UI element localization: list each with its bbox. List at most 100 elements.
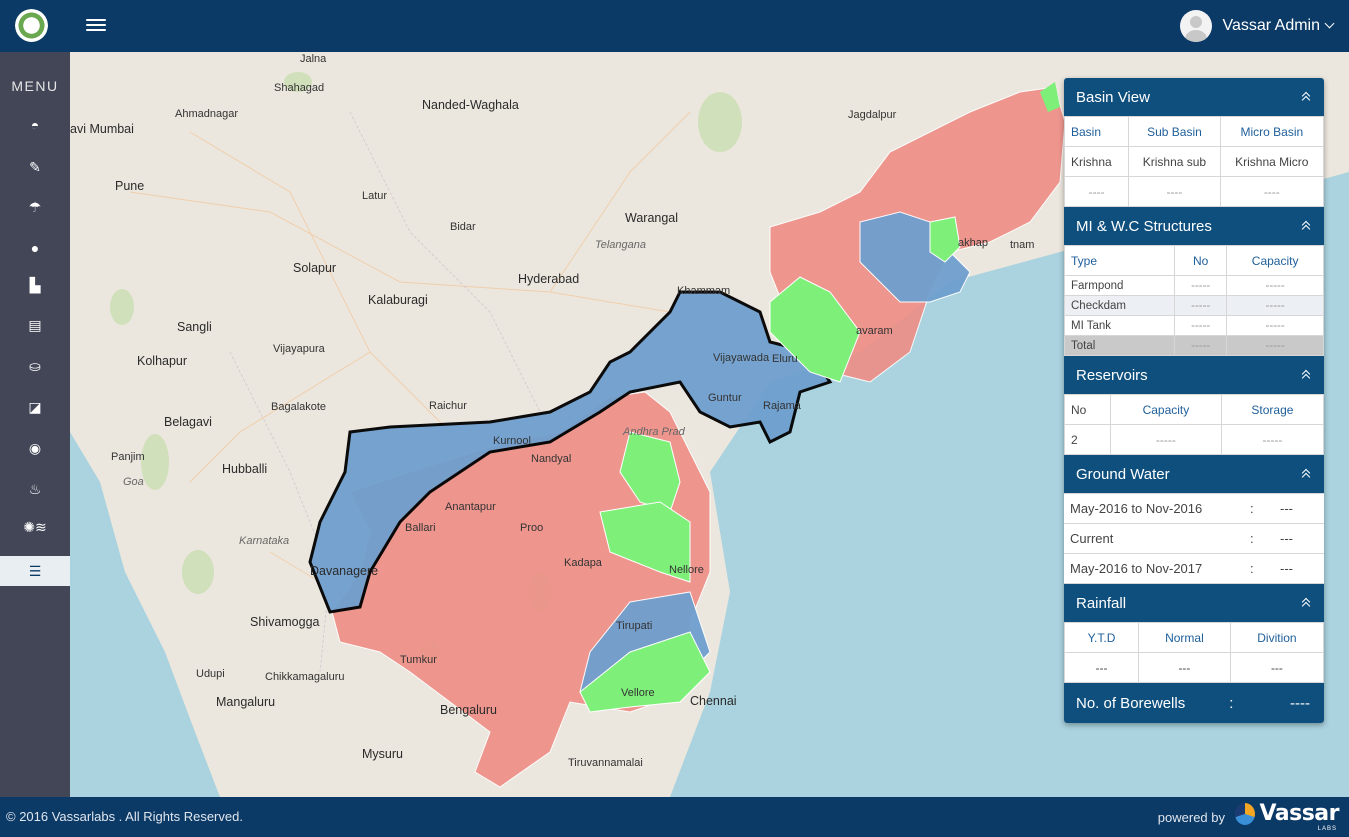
- table-cell: :: [1244, 553, 1274, 584]
- map-label: Andhra Prad: [623, 426, 685, 438]
- table-cell: Krishna sub: [1128, 146, 1221, 177]
- sidebar-item-edit[interactable]: ✎: [0, 152, 70, 182]
- map-label: Davanagere: [310, 564, 379, 578]
- sidebar-item-structure[interactable]: ▙: [0, 270, 70, 300]
- sidebar-item-canal[interactable]: ◪: [0, 392, 70, 422]
- table-header: No: [1174, 245, 1228, 276]
- map-label: Bagalakote: [271, 401, 327, 413]
- map-label: Kolhapur: [137, 354, 188, 368]
- sidebar-item-tank[interactable]: ▤: [0, 310, 70, 340]
- map-label: Latur: [362, 190, 388, 202]
- table-cell: May-2016 to Nov-2017: [1064, 553, 1244, 584]
- weather-icon: ✺≋: [23, 519, 47, 535]
- map-label: Chikkamagaluru: [265, 671, 345, 683]
- table-cell: ---: [1274, 553, 1324, 584]
- map-label: Vijayawada: [713, 352, 770, 364]
- map-label: Anantapur: [445, 501, 496, 513]
- sidebar-item-basin[interactable]: ◓: [0, 110, 70, 140]
- sidebar: MENU ◓ ✎ ☂ ● ▙ ▤ ⛀ ◪ ◉ ♨ ✺≋ ☰: [0, 52, 70, 797]
- map-label: Shahagad: [274, 82, 325, 94]
- table-cell: ---: [1064, 652, 1139, 683]
- basin-view-header[interactable]: Basin View: [1064, 78, 1324, 116]
- map-label: tnam: [1010, 239, 1035, 251]
- collapse-icon[interactable]: [1300, 220, 1312, 232]
- table-cell: MI Tank: [1064, 315, 1176, 336]
- canal-icon: ◪: [28, 399, 42, 415]
- info-panel: Basin View Basin Sub Basin Micro Basin K…: [1064, 78, 1324, 723]
- section-title: Reservoirs: [1076, 366, 1148, 384]
- sidebar-item-borewell[interactable]: ♨: [0, 474, 70, 504]
- map-label: Chennai: [690, 694, 737, 708]
- basin-view-table: Basin Sub Basin Micro Basin Krishna Kris…: [1064, 116, 1324, 207]
- map-label: avaram: [856, 325, 893, 337]
- map-label: Vijayapura: [273, 343, 325, 355]
- table-header: Capacity: [1226, 245, 1324, 276]
- map-label: Rajama: [763, 400, 801, 412]
- table-cell: ---: [1274, 493, 1324, 524]
- reservoirs-header[interactable]: Reservoirs: [1064, 356, 1324, 394]
- user-name[interactable]: Vassar Admin: [1222, 17, 1320, 34]
- table-cell: May-2016 to Nov-2016: [1064, 493, 1244, 524]
- table-cell: -----: [1174, 335, 1228, 356]
- collapse-icon[interactable]: [1300, 369, 1312, 381]
- top-bar: Vassar Admin: [0, 0, 1349, 52]
- mi-wc-table: Type No Capacity Farmpond ----- ----- Ch…: [1064, 245, 1324, 356]
- water-level-icon: ☰: [28, 563, 42, 579]
- chevron-down-icon[interactable]: [1324, 18, 1335, 29]
- tank-icon: ▤: [28, 317, 42, 333]
- map-label: Guntur: [708, 392, 742, 404]
- avatar[interactable]: [1180, 10, 1213, 42]
- sidebar-item-weather[interactable]: ✺≋: [0, 512, 70, 542]
- mi-wc-header[interactable]: MI & W.C Structures: [1064, 207, 1324, 245]
- rainfall-table: Y.T.D Normal Divition --- --- ---: [1064, 622, 1324, 683]
- rainfall-header[interactable]: Rainfall: [1064, 584, 1324, 622]
- map-label: Goa: [123, 476, 144, 488]
- map-label: Telangana: [595, 239, 646, 251]
- sidebar-item-reservoir[interactable]: ⛀: [0, 351, 70, 381]
- user-menu[interactable]: Vassar Admin: [1180, 10, 1335, 42]
- map-label: Tiruvannamalai: [568, 757, 643, 769]
- footer: © 2016 Vassarlabs . All Rights Reserved.…: [0, 797, 1349, 837]
- structure-icon: ▙: [29, 277, 41, 293]
- brand-name: Vassar: [1259, 801, 1339, 826]
- map-label: Raichur: [429, 400, 467, 412]
- map-label: Solapur: [293, 261, 337, 275]
- map-label: Khammam: [677, 285, 731, 297]
- borewells-value: ----: [1290, 694, 1310, 712]
- collapse-icon[interactable]: [1300, 468, 1312, 480]
- sidebar-item-groundwater[interactable]: ◉: [0, 433, 70, 463]
- map-label: Hubballi: [222, 462, 268, 476]
- table-header: Normal: [1138, 622, 1231, 653]
- map-label: Mysuru: [362, 747, 403, 761]
- table-header: No: [1064, 394, 1111, 425]
- map-label: Nandyal: [531, 453, 572, 465]
- map-label: Mangaluru: [216, 695, 276, 709]
- section-title: MI & W.C Structures: [1076, 217, 1212, 235]
- table-header: Y.T.D: [1064, 622, 1139, 653]
- table-cell: ----: [1064, 176, 1130, 207]
- map-label: Proo: [520, 522, 544, 534]
- table-cell: -----: [1226, 295, 1324, 316]
- map-label: Udupi: [196, 668, 225, 680]
- map-label: Jalna: [300, 53, 327, 65]
- map-label: Kalaburagi: [368, 293, 428, 307]
- map-label: Kurnool: [493, 435, 531, 447]
- sidebar-item-water[interactable]: ●: [0, 233, 70, 263]
- section-title: Basin View: [1076, 88, 1150, 106]
- vassar-logo[interactable]: Vassar LABS: [1235, 801, 1339, 832]
- map-label: Bidar: [450, 221, 476, 233]
- table-cell: Checkdam: [1064, 295, 1176, 316]
- ground-water-header[interactable]: Ground Water: [1064, 455, 1324, 493]
- edit-icon: ✎: [29, 159, 41, 175]
- powered-by-text: powered by: [1157, 810, 1225, 825]
- map-label: Ahmadnagar: [175, 108, 238, 120]
- map-label: Belagavi: [164, 415, 212, 429]
- collapse-icon[interactable]: [1300, 597, 1312, 609]
- government-logo-icon[interactable]: [15, 9, 48, 42]
- table-cell: Krishna: [1064, 146, 1130, 177]
- table-cell: -----: [1220, 424, 1324, 455]
- sidebar-item-water-level[interactable]: ☰: [0, 556, 70, 586]
- collapse-icon[interactable]: [1300, 91, 1312, 103]
- sidebar-item-rain[interactable]: ☂: [0, 192, 70, 222]
- hamburger-menu-icon[interactable]: [86, 16, 106, 34]
